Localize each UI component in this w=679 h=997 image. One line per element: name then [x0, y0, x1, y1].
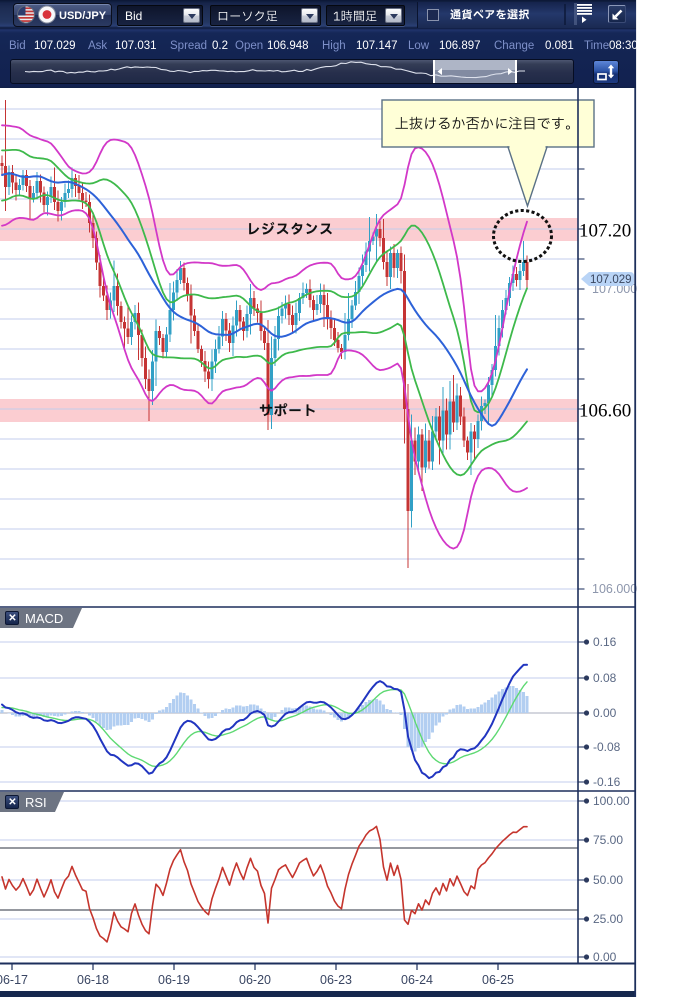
svg-text:-0.16: -0.16 — [593, 775, 621, 789]
svg-text:0.00: 0.00 — [593, 706, 617, 720]
svg-text:0.00: 0.00 — [593, 950, 617, 964]
svg-text:06-18: 06-18 — [77, 973, 109, 987]
svg-text:06-24: 06-24 — [401, 973, 433, 987]
svg-text:25.00: 25.00 — [593, 912, 623, 926]
svg-text:50.00: 50.00 — [593, 873, 623, 887]
svg-text:USD/JPY: USD/JPY — [59, 10, 107, 22]
svg-text:06-20: 06-20 — [239, 973, 271, 987]
svg-text:100.00: 100.00 — [593, 794, 630, 808]
svg-text:75.00: 75.00 — [593, 833, 623, 847]
svg-text:-0.08: -0.08 — [593, 740, 621, 754]
svg-text:107.029: 107.029 — [590, 274, 632, 286]
svg-text:06-23: 06-23 — [320, 973, 352, 987]
svg-text:106.000: 106.000 — [592, 582, 637, 596]
svg-text:0.08: 0.08 — [593, 671, 617, 685]
svg-text:06-25: 06-25 — [482, 973, 514, 987]
svg-text:107.20: 107.20 — [579, 221, 631, 242]
svg-text:106.60: 106.60 — [579, 401, 631, 422]
svg-text:06-17: 06-17 — [0, 973, 28, 987]
svg-text:0.16: 0.16 — [593, 635, 617, 649]
svg-text:06-19: 06-19 — [158, 973, 190, 987]
